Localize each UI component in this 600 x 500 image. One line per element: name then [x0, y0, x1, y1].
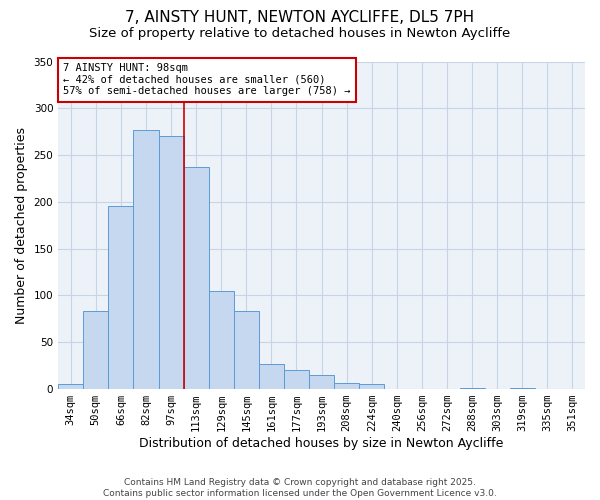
- Bar: [109, 206, 133, 389]
- Bar: [209, 291, 234, 389]
- Y-axis label: Number of detached properties: Number of detached properties: [15, 127, 28, 324]
- Text: Contains HM Land Registry data © Crown copyright and database right 2025.
Contai: Contains HM Land Registry data © Crown c…: [103, 478, 497, 498]
- Bar: [58, 384, 83, 389]
- Bar: [83, 312, 109, 389]
- Bar: [510, 388, 535, 389]
- Bar: [309, 375, 334, 389]
- Bar: [234, 312, 259, 389]
- Bar: [184, 168, 209, 389]
- Text: Size of property relative to detached houses in Newton Aycliffe: Size of property relative to detached ho…: [89, 28, 511, 40]
- Bar: [158, 136, 184, 389]
- Bar: [259, 364, 284, 389]
- Text: 7 AINSTY HUNT: 98sqm
← 42% of detached houses are smaller (560)
57% of semi-deta: 7 AINSTY HUNT: 98sqm ← 42% of detached h…: [64, 63, 351, 96]
- Text: 7, AINSTY HUNT, NEWTON AYCLIFFE, DL5 7PH: 7, AINSTY HUNT, NEWTON AYCLIFFE, DL5 7PH: [125, 10, 475, 25]
- Bar: [133, 130, 158, 389]
- Bar: [334, 382, 359, 389]
- Bar: [284, 370, 309, 389]
- Bar: [359, 384, 385, 389]
- Bar: [460, 388, 485, 389]
- X-axis label: Distribution of detached houses by size in Newton Aycliffe: Distribution of detached houses by size …: [139, 437, 504, 450]
